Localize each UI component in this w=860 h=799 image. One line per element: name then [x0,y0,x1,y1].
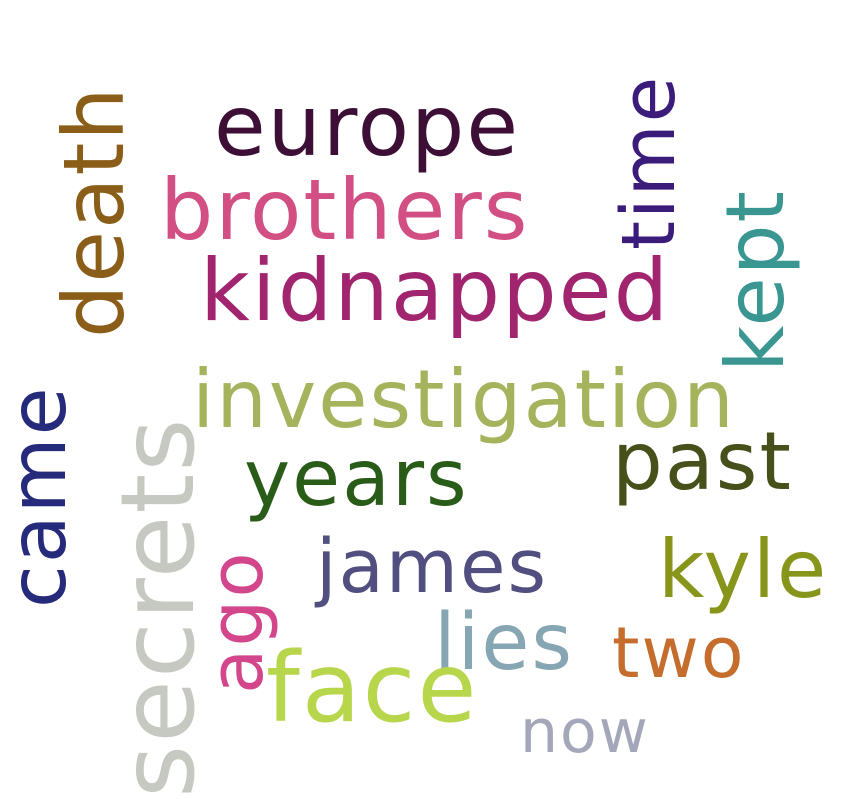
word-past: past [612,415,793,508]
word-came: came [0,385,84,608]
word-kept: kept [709,189,802,372]
word-years: years [244,434,469,524]
word-death: death [45,85,143,338]
word-james: james [316,524,549,610]
word-kyle: kyle [658,523,829,616]
word-face: face [266,632,479,744]
word-kidnapped: kidnapped [200,241,671,341]
word-two: two [612,612,746,694]
word-time: time [606,74,692,250]
word-now: now [520,697,650,767]
word-investigation: investigation [192,353,736,446]
word-ago: ago [194,550,280,694]
word-lies: lies [434,598,574,688]
word-brothers: brothers [160,161,530,259]
word-europe: europe [214,77,520,175]
